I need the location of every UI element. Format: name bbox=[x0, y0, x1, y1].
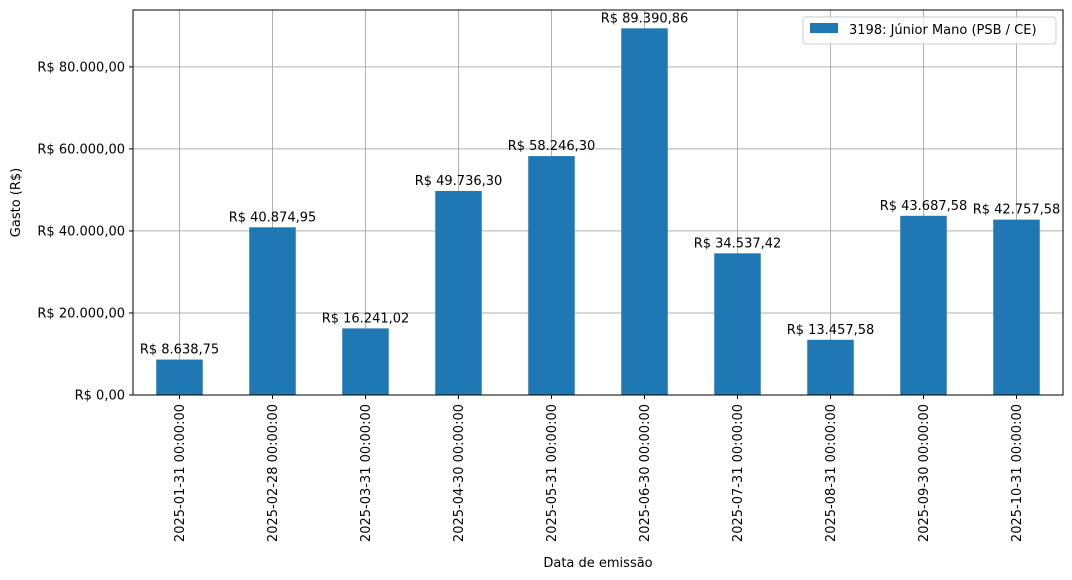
x-tick-label: 2025-04-30 00:00:00 bbox=[452, 404, 467, 542]
x-axis-ticks: 2025-01-31 00:00:00 2025-02-28 00:00:00 20… bbox=[173, 395, 1025, 542]
legend-entry: 3198: Júnior Mano (PSB / CE) bbox=[849, 23, 1037, 38]
bar bbox=[900, 215, 947, 395]
legend: 3198: Júnior Mano (PSB / CE) bbox=[802, 16, 1057, 45]
bar bbox=[435, 190, 482, 395]
x-tick-label: 2025-06-30 00:00:00 bbox=[638, 404, 653, 542]
bar bbox=[714, 253, 761, 395]
y-axis-ticks: R$ 0,00 R$ 20.000,00 R$ 40.000,00 R$ 60.000… bbox=[37, 60, 133, 404]
x-tick-label: 2025-02-28 00:00:00 bbox=[266, 404, 281, 542]
y-tick-label: R$ 60.000,00 bbox=[37, 142, 125, 157]
bar bbox=[993, 219, 1040, 395]
bar bbox=[621, 28, 668, 396]
y-tick-label: R$ 0,00 bbox=[75, 389, 125, 404]
bar bbox=[156, 359, 203, 395]
data-labels: R$ 8.638,75 R$ 40.874,95 R$ 16.241,02 R$ 49… bbox=[140, 11, 1060, 357]
x-tick-label: 2025-10-31 00:00:00 bbox=[1010, 404, 1025, 542]
bar-value-label: R$ 49.736,30 bbox=[415, 174, 503, 189]
x-tick-label: 2025-08-31 00:00:00 bbox=[824, 404, 839, 542]
bar-value-label: R$ 89.390,86 bbox=[601, 11, 689, 26]
x-tick-label: 2025-05-31 00:00:00 bbox=[545, 404, 560, 542]
bar bbox=[528, 156, 575, 395]
bar-value-label: R$ 43.687,58 bbox=[880, 199, 968, 214]
legend-swatch bbox=[810, 23, 838, 33]
plot-frame bbox=[132, 9, 1064, 396]
bar-value-label: R$ 58.246,30 bbox=[508, 139, 596, 154]
x-tick-label: 2025-03-31 00:00:00 bbox=[359, 404, 374, 542]
x-tick-label: 2025-01-31 00:00:00 bbox=[173, 404, 188, 542]
y-tick-label: R$ 20.000,00 bbox=[37, 306, 125, 321]
x-tick-label: 2025-07-31 00:00:00 bbox=[731, 404, 746, 542]
bar-value-label: R$ 42.757,58 bbox=[973, 203, 1061, 218]
bars bbox=[156, 28, 1040, 396]
y-tick-label: R$ 80.000,00 bbox=[37, 60, 125, 75]
bar-value-label: R$ 34.537,42 bbox=[694, 236, 782, 251]
bar bbox=[249, 227, 296, 395]
bar-value-label: R$ 40.874,95 bbox=[229, 210, 317, 225]
x-tick-label: 2025-09-30 00:00:00 bbox=[917, 404, 932, 542]
x-axis-label: Data de emissão bbox=[543, 556, 652, 571]
legend-box bbox=[802, 16, 1057, 45]
bar bbox=[807, 339, 854, 395]
bar-value-label: R$ 16.241,02 bbox=[322, 311, 410, 326]
bar-value-label: R$ 8.638,75 bbox=[140, 343, 219, 358]
bar bbox=[342, 328, 389, 395]
bar-value-label: R$ 13.457,58 bbox=[787, 323, 875, 338]
y-tick-label: R$ 40.000,00 bbox=[37, 224, 125, 239]
y-axis-label: Gasto (R$) bbox=[9, 168, 24, 237]
